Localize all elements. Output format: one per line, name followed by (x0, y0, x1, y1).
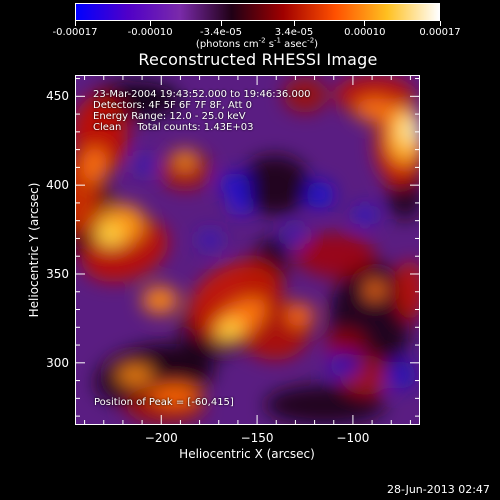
emission-blob (175, 150, 195, 170)
emission-blob (83, 147, 107, 183)
emission-blob (286, 303, 314, 327)
emission-blob (133, 155, 157, 175)
plot-frame (75, 75, 420, 425)
emission-blob (150, 383, 200, 407)
emission-blob (285, 225, 305, 245)
emission-blob (240, 155, 310, 215)
units-prefix: (photons cm (195, 39, 259, 50)
colorbar-tick-label: -0.00017 (52, 27, 98, 38)
emission-blob (198, 230, 222, 250)
emission-blob (325, 330, 365, 360)
y-tick-label: 400 (46, 178, 69, 193)
colorbar (75, 3, 440, 21)
emission-blob (142, 286, 178, 314)
colorbar-tick-label: 0.00010 (344, 27, 386, 38)
y-tick-label: 300 (46, 355, 69, 370)
colorbar-tick-label: 0.00017 (419, 27, 461, 38)
x-tick-label: −100 (336, 431, 370, 445)
peak-position: Position of Peak = [-60,415] (94, 397, 234, 408)
emission-blob (395, 260, 420, 320)
colorbar-gradient (76, 4, 439, 20)
emission-blob (219, 173, 251, 197)
heatmap-plot (75, 75, 420, 425)
colorbar-tick-label: -3.4e-05 (200, 27, 242, 38)
emission-blob (384, 361, 416, 389)
emission-blob (265, 385, 385, 425)
emission-blob (365, 280, 385, 300)
colorbar-tick (439, 21, 441, 26)
units-suffix: ) (314, 39, 319, 50)
colorbar-tick-label: 3.4e-05 (274, 27, 314, 38)
emission-blob (400, 116, 420, 144)
energy-range: Energy Range: 12.0 - 25.0 keV (93, 111, 246, 122)
emission-blob (283, 77, 327, 113)
x-tick-label: −200 (144, 431, 178, 445)
emission-blob (415, 121, 420, 139)
colorbar-tick-label: -0.00010 (127, 27, 173, 38)
emission-blob (295, 233, 375, 277)
y-tick-label: 450 (46, 89, 69, 104)
units-exp-asec: -2 (307, 36, 315, 45)
units-s: s (265, 39, 275, 50)
units-asec: asec (281, 39, 308, 50)
colorbar-tick (149, 21, 151, 26)
emission-blob (306, 181, 334, 209)
detectors-info: Detectors: 4F 5F 6F 7F 8F, Att 0 (93, 100, 253, 111)
colorbar-units: (photons cm-2 s-1 asec-2) (195, 36, 319, 51)
x-tick-label: −150 (240, 431, 274, 445)
y-axis-label: Heliocentric Y (arcsec) (27, 182, 41, 318)
emission-blob (216, 318, 244, 342)
emission-blob (117, 365, 153, 385)
emission-blob (353, 205, 377, 225)
chart-title: Reconstructed RHESSI Image (138, 50, 378, 69)
colorbar-tick (220, 21, 222, 26)
emission-blob (355, 98, 395, 122)
clean-total-counts: Clean Total counts: 1.43E+03 (93, 122, 254, 133)
emission-blob (329, 353, 361, 377)
colorbar-tick (364, 21, 366, 26)
emission-blob (230, 195, 250, 215)
units-exp-cm: -2 (258, 36, 266, 45)
x-axis-label: Heliocentric X (arcsec) (179, 447, 315, 461)
observation-time: 23-Mar-2004 19:43:52.000 to 19:46:36.000 (93, 89, 311, 100)
units-exp-s: -1 (274, 36, 282, 45)
heatmap-emission (75, 75, 420, 425)
emission-blob (96, 223, 124, 247)
emission-blob (335, 75, 415, 115)
y-tick-label: 350 (46, 266, 69, 281)
footer-date: 28-Jun-2013 02:47 (387, 483, 490, 496)
colorbar-tick (293, 21, 295, 26)
colorbar-tick (74, 21, 76, 26)
